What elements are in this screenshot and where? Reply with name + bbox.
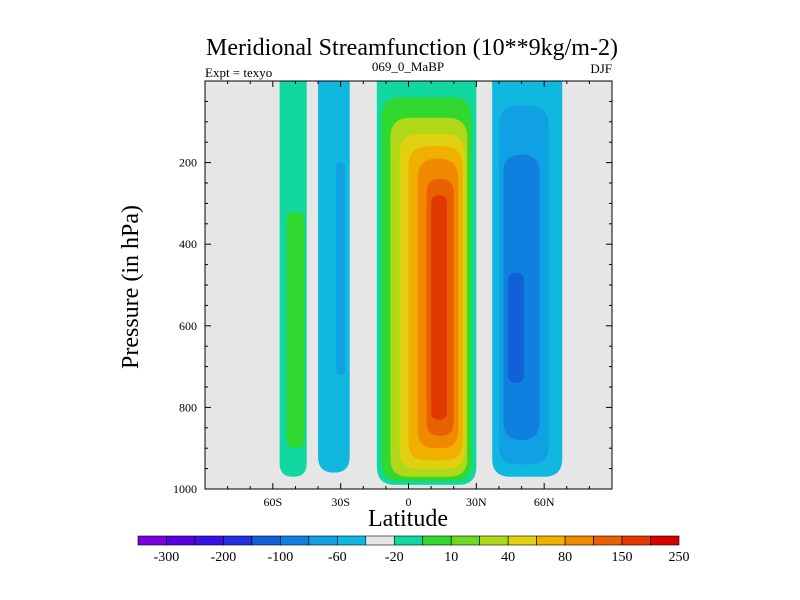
colorbar-swatch — [422, 535, 452, 546]
colorbar-swatch — [280, 535, 310, 546]
x-tick-label: 60N — [534, 495, 555, 509]
colorbar-label: -100 — [268, 550, 294, 565]
y-tick-label: 400 — [179, 237, 197, 251]
contour-region-15 — [507, 272, 524, 383]
chart-title: Meridional Streamfunction (10**9kg/m-2) — [206, 35, 618, 61]
colorbar-label: 80 — [558, 550, 572, 565]
colorbar-swatch — [194, 535, 224, 546]
contour-region-3 — [336, 162, 346, 375]
y-tick-label: 800 — [179, 400, 197, 414]
colorbar-swatch — [308, 535, 338, 546]
x-tick-label: 30N — [466, 495, 487, 509]
colorbar-swatch — [507, 535, 537, 546]
subtitle-center: 069_0_MaBP — [372, 59, 444, 74]
colorbar: -300 -200 -100 -60 -20 10 40 80 150 250 — [137, 535, 690, 565]
y-tick-label: 1000 — [173, 482, 197, 496]
x-axis-label: Latitude — [368, 506, 448, 532]
y-axis-label: Pressure (in hPa) — [118, 205, 144, 369]
colorbar-swatch — [393, 535, 424, 546]
colorbar-swatch — [166, 535, 196, 546]
colorbar-swatch — [337, 535, 367, 546]
subtitle-right: DJF — [590, 61, 612, 76]
colorbar-swatch — [564, 535, 594, 546]
colorbar-swatch — [479, 535, 509, 546]
x-tick-label: 30S — [331, 495, 350, 509]
colorbar-swatch — [650, 535, 680, 546]
contour-region-1 — [286, 211, 305, 449]
colorbar-swatch — [621, 535, 651, 546]
colorbar-swatch — [251, 535, 281, 546]
subtitle-left: Expt = texyo — [205, 65, 272, 80]
colorbar-label: -20 — [385, 550, 404, 565]
contour-region-11 — [431, 195, 447, 420]
colorbar-label: 250 — [669, 550, 690, 565]
colorbar-label: 150 — [612, 550, 633, 565]
x-tick-label: 0 — [406, 495, 412, 509]
colorbar-swatch — [450, 535, 480, 546]
y-tick-label: 200 — [179, 156, 197, 170]
x-tick-label: 60S — [263, 495, 282, 509]
colorbar-swatch — [593, 535, 623, 546]
colorbar-label: 10 — [444, 550, 458, 565]
colorbar-label: -200 — [211, 550, 237, 565]
colorbar-swatch — [365, 535, 395, 546]
colorbar-label: -300 — [154, 550, 180, 565]
colorbar-label: -60 — [328, 550, 347, 565]
y-tick-label: 600 — [179, 319, 197, 333]
plot-area: 200 400 600 800 1000 60S 30S 0 30N 60N — [173, 80, 613, 509]
colorbar-swatch — [137, 535, 167, 546]
colorbar-swatch — [223, 535, 253, 546]
colorbar-label: 40 — [501, 550, 515, 565]
colorbar-swatch — [536, 535, 566, 546]
